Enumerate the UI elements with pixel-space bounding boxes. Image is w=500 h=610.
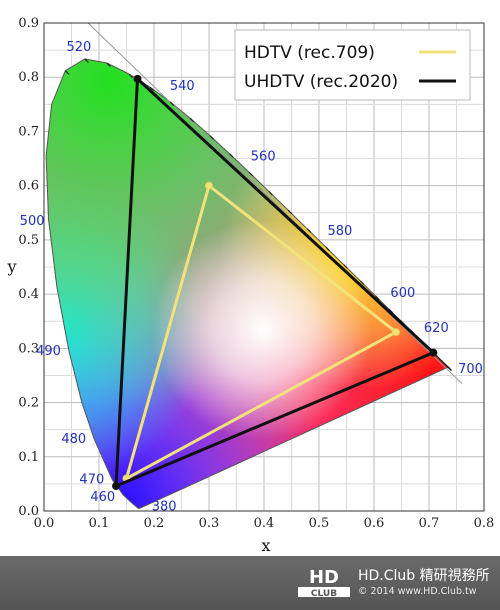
chart-frame: 0.0 0.1 0.2 0.3 0.4 0.5 0.6 0.7 0.8 0.0 0.1 0.2 0.3… — [6, 16, 495, 555]
svg-text:CLUB: CLUB — [311, 589, 337, 598]
y-axis-label: y — [6, 257, 16, 276]
wavelength-labels: 380 460 470 480 490 500 520 540 560 580 600 620 700 — [20, 40, 483, 514]
wavelength-label: 580 — [327, 224, 352, 239]
legend: HDTV (rec.709) UHDTV (rec.2020) — [234, 29, 471, 101]
x-tick-label: 0.3 — [199, 516, 220, 531]
wavelength-label: 540 — [170, 79, 195, 94]
x-tick-label: 0.8 — [474, 516, 495, 531]
wavelength-label: 620 — [424, 321, 449, 336]
wavelength-label: 500 — [20, 214, 45, 229]
x-tick-label: 0.7 — [419, 516, 440, 531]
svg-text:HD: HD — [309, 567, 339, 588]
wavelength-label: 480 — [61, 432, 86, 447]
footer-copyright: © 2014 www.HD.Club.tw — [358, 586, 477, 597]
series-point — [392, 328, 400, 337]
y-tick-label: 0.6 — [18, 179, 39, 194]
wavelength-label: 490 — [36, 344, 61, 359]
wavelength-label: 600 — [390, 286, 415, 301]
x-tick-label: 0.4 — [254, 516, 275, 531]
series-point — [205, 181, 213, 190]
y-tick-labels: 0.0 0.1 0.2 0.3 0.4 0.5 0.6 0.7 0.8 0.9 — [18, 16, 39, 519]
y-tick-label: 0.2 — [18, 396, 39, 411]
y-tick-label: 0.3 — [18, 341, 39, 356]
plot-area-border — [43, 22, 485, 512]
x-axis-label: x — [261, 536, 270, 555]
hdclub-logo: HD CLUB — [298, 567, 350, 598]
series-line — [114, 77, 435, 488]
y-tick-label: 0.0 — [18, 504, 39, 519]
footer-brand: HD.Club 精研視務所 — [358, 568, 490, 584]
y-tick-label: 0.1 — [18, 450, 39, 465]
x-tick-label: 0.2 — [144, 516, 165, 531]
wavelength-label: 380 — [152, 499, 177, 514]
legend-box — [234, 29, 471, 101]
wavelength-label: 460 — [90, 490, 115, 505]
cie-chromaticity-chart: 0.0 0.1 0.2 0.3 0.4 0.5 0.6 0.7 0.8 0.0 0.1 0.2 0.3… — [6, 16, 495, 555]
wavelength-label: 560 — [251, 149, 276, 164]
x-tick-label: 0.0 — [34, 516, 55, 531]
y-tick-label: 0.7 — [18, 124, 39, 139]
wavelength-label: 470 — [79, 473, 104, 488]
series-point — [429, 348, 438, 357]
y-tick-label: 0.8 — [18, 70, 39, 85]
y-tick-label: 0.9 — [18, 16, 39, 31]
y-tick-label: 0.4 — [18, 287, 39, 302]
series-point — [112, 482, 121, 491]
series-uhdtv — [112, 74, 438, 491]
wavelength-label: 700 — [458, 362, 483, 377]
footer-bar: HD CLUB HD.Club 精研視務所 © 2014 www.HD.Club… — [0, 556, 500, 610]
x-tick-labels: 0.0 0.1 0.2 0.3 0.4 0.5 0.6 0.7 0.8 — [34, 516, 495, 531]
series-line — [125, 184, 397, 480]
x-tick-label: 0.5 — [309, 516, 330, 531]
series-point — [133, 74, 142, 83]
x-tick-label: 0.6 — [364, 516, 385, 531]
y-tick-label: 0.5 — [18, 233, 39, 248]
legend-label-hdtv: HDTV (rec.709) — [244, 43, 375, 63]
x-tick-label: 0.1 — [89, 516, 110, 531]
wavelength-label: 520 — [66, 40, 91, 55]
legend-label-uhdtv: UHDTV (rec.2020) — [244, 72, 398, 92]
